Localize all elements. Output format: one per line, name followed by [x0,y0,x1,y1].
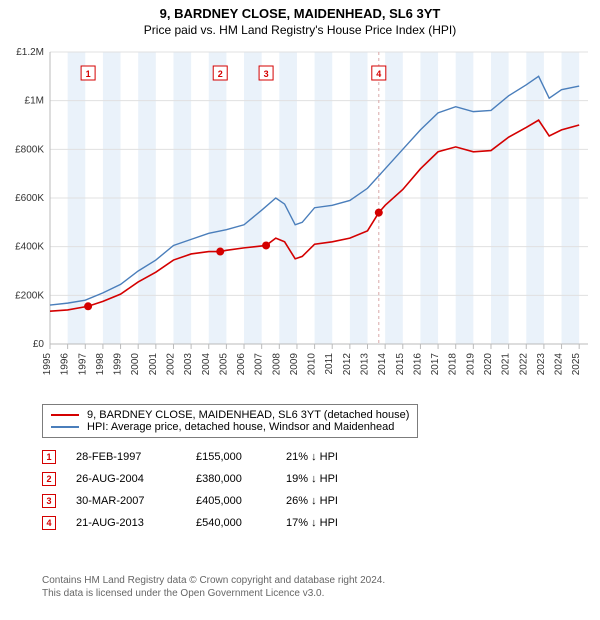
transaction-date: 28-FEB-1997 [76,451,176,463]
svg-text:1998: 1998 [95,353,106,376]
svg-text:2016: 2016 [412,353,423,376]
footer-attribution: Contains HM Land Registry data © Crown c… [42,574,385,600]
transaction-price: £405,000 [196,495,266,507]
transaction-price: £540,000 [196,517,266,529]
svg-text:£0: £0 [33,339,45,350]
svg-text:2010: 2010 [307,353,318,376]
svg-text:2005: 2005 [218,353,229,376]
svg-text:1996: 1996 [60,353,71,376]
svg-text:2015: 2015 [395,353,406,376]
svg-text:2021: 2021 [501,353,512,376]
svg-text:2014: 2014 [377,353,388,376]
transaction-marker: 2 [42,472,56,486]
svg-text:2008: 2008 [271,353,282,376]
svg-text:£800K: £800K [15,144,44,155]
chart-subtitle: Price paid vs. HM Land Registry's House … [0,23,600,37]
transaction-diff: 21% ↓ HPI [286,451,386,463]
svg-text:2013: 2013 [360,353,371,376]
svg-text:2007: 2007 [254,353,265,376]
footer-line1: Contains HM Land Registry data © Crown c… [42,574,385,587]
transaction-date: 30-MAR-2007 [76,495,176,507]
svg-text:2017: 2017 [430,353,441,376]
legend-label: 9, BARDNEY CLOSE, MAIDENHEAD, SL6 3YT (d… [87,409,409,421]
transaction-marker: 1 [42,450,56,464]
chart-container: 9, BARDNEY CLOSE, MAIDENHEAD, SL6 3YT Pr… [0,0,600,620]
svg-text:1: 1 [86,69,91,79]
chart-title: 9, BARDNEY CLOSE, MAIDENHEAD, SL6 3YT [0,6,600,21]
transaction-row: 2 26-AUG-2004 £380,000 19% ↓ HPI [42,472,386,486]
transaction-marker: 4 [42,516,56,530]
transaction-diff: 17% ↓ HPI [286,517,386,529]
legend-swatch [51,426,79,428]
legend-item: 9, BARDNEY CLOSE, MAIDENHEAD, SL6 3YT (d… [51,409,409,421]
transaction-price: £380,000 [196,473,266,485]
legend-swatch [51,414,79,416]
transaction-date: 26-AUG-2004 [76,473,176,485]
svg-text:2024: 2024 [554,353,565,376]
svg-text:£200K: £200K [15,290,44,301]
svg-text:2: 2 [218,69,223,79]
svg-text:1999: 1999 [113,353,124,376]
transaction-diff: 26% ↓ HPI [286,495,386,507]
svg-text:2009: 2009 [289,353,300,376]
svg-text:2011: 2011 [324,353,335,375]
svg-text:1997: 1997 [77,353,88,376]
svg-text:2023: 2023 [536,353,547,376]
svg-text:2022: 2022 [518,353,529,376]
svg-text:2018: 2018 [448,353,459,376]
transaction-price: £155,000 [196,451,266,463]
legend-label: HPI: Average price, detached house, Wind… [87,421,394,433]
chart-svg: £0 £200K £400K £600K £800K £1M £1.2M 1995 1996 19… [0,44,600,400]
legend-item: HPI: Average price, detached house, Wind… [51,421,409,433]
svg-text:2012: 2012 [342,353,353,376]
svg-text:2020: 2020 [483,353,494,376]
footer-line2: This data is licensed under the Open Gov… [42,587,385,600]
legend-box: 9, BARDNEY CLOSE, MAIDENHEAD, SL6 3YT (d… [42,404,418,438]
transaction-row: 1 28-FEB-1997 £155,000 21% ↓ HPI [42,450,386,464]
svg-text:2006: 2006 [236,353,247,376]
svg-text:2019: 2019 [465,353,476,376]
transaction-diff: 19% ↓ HPI [286,473,386,485]
svg-text:2002: 2002 [165,353,176,376]
svg-text:1995: 1995 [42,353,53,376]
transaction-row: 3 30-MAR-2007 £405,000 26% ↓ HPI [42,494,386,508]
svg-text:£1M: £1M [25,96,44,107]
svg-text:2001: 2001 [148,353,159,376]
svg-text:£600K: £600K [15,193,44,204]
svg-text:£400K: £400K [15,242,44,253]
transaction-marker: 3 [42,494,56,508]
transactions-table: 1 28-FEB-1997 £155,000 21% ↓ HPI 2 26-AUG-200… [42,450,386,538]
svg-text:3: 3 [264,69,269,79]
svg-text:2025: 2025 [571,353,582,376]
svg-text:2004: 2004 [201,353,212,376]
chart-area: £0 £200K £400K £600K £800K £1M £1.2M 1995 1996 19… [0,44,600,400]
transaction-date: 21-AUG-2013 [76,517,176,529]
svg-text:4: 4 [376,69,381,79]
svg-text:2003: 2003 [183,353,194,376]
svg-text:£1.2M: £1.2M [16,47,44,58]
svg-text:2000: 2000 [130,353,141,376]
title-block: 9, BARDNEY CLOSE, MAIDENHEAD, SL6 3YT Pr… [0,0,600,37]
transaction-row: 4 21-AUG-2013 £540,000 17% ↓ HPI [42,516,386,530]
